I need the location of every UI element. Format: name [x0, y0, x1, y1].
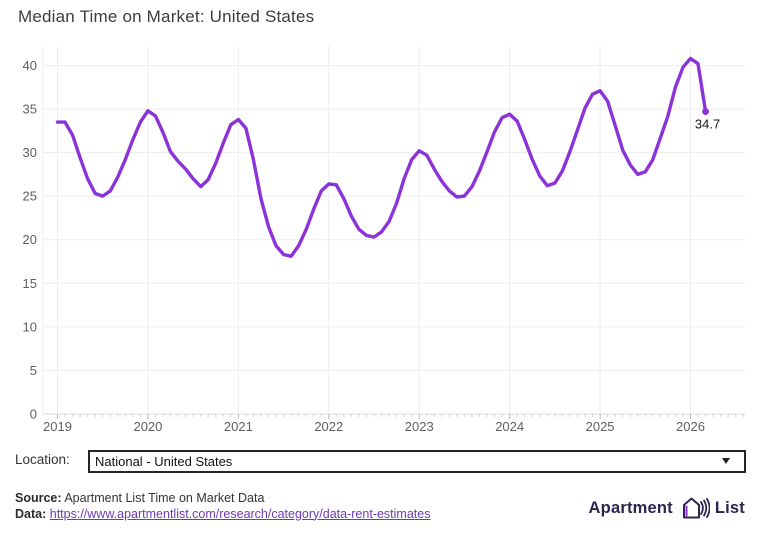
y-tick-label: 40 [23, 58, 37, 73]
y-tick-label: 20 [23, 232, 37, 247]
x-tick-label: 2019 [43, 419, 72, 434]
source-label: Source: [15, 491, 62, 505]
x-tick-label: 2020 [133, 419, 162, 434]
source-text: Apartment List Time on Market Data [61, 491, 265, 505]
y-tick-label: 10 [23, 319, 37, 334]
y-tick-label: 25 [23, 189, 37, 204]
x-tick-label: 2024 [495, 419, 524, 434]
y-tick-label: 5 [30, 363, 37, 378]
data-link[interactable]: https://www.apartmentlist.com/research/c… [49, 506, 431, 521]
logo-word-apartment: Apartment [588, 499, 673, 517]
apartment-list-logo: Apartment List [589, 495, 745, 521]
x-tick-label: 2026 [676, 419, 705, 434]
source-line: Source: Apartment List Time on Market Da… [15, 491, 430, 507]
location-select[interactable]: National - United States [88, 450, 746, 473]
location-label: Location: [15, 452, 70, 467]
location-selected-value: National - United States [95, 454, 233, 469]
end-point-marker [702, 108, 709, 116]
data-line: Data: https://www.apartmentlist.com/rese… [15, 507, 430, 523]
data-label: Data: [15, 506, 47, 521]
x-tick-label: 2025 [586, 419, 615, 434]
y-tick-label: 0 [30, 407, 37, 422]
x-tick-label: 2022 [314, 419, 343, 434]
y-tick-label: 15 [23, 276, 37, 291]
x-tick-label: 2021 [224, 419, 253, 434]
house-logo-icon [682, 497, 710, 519]
logo-word-list: List [714, 499, 745, 517]
footer: Source: Apartment List Time on Market Da… [15, 491, 430, 522]
data-line [55, 56, 708, 258]
location-row: Location: National - United States [0, 448, 757, 474]
y-tick-label: 35 [23, 102, 37, 117]
y-tick-label: 30 [23, 145, 37, 160]
chevron-down-icon [722, 458, 730, 464]
chart-title: Median Time on Market: United States [18, 7, 315, 26]
x-tick-label: 2023 [405, 419, 434, 434]
end-value-label: 34.7 [695, 117, 720, 132]
